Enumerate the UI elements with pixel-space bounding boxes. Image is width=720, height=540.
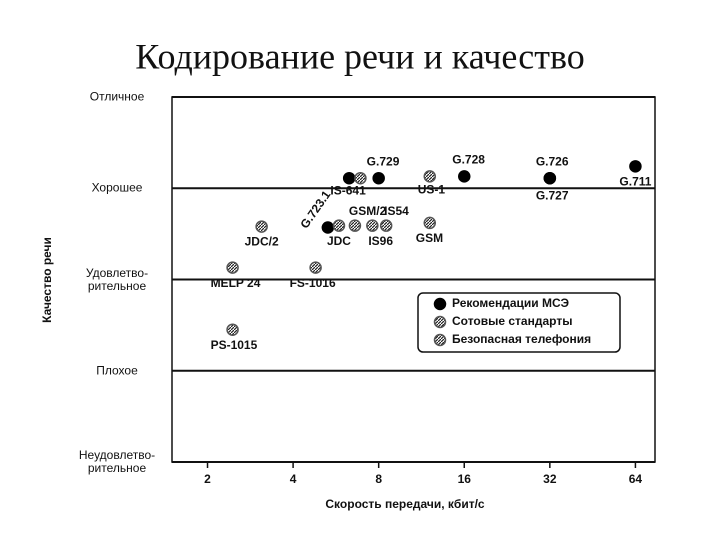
x-axis-label: Скорость передачи, кбит/с: [325, 497, 485, 511]
point-label: IS96: [368, 234, 393, 248]
y-tick-label: Неудовлетво- рительное: [78, 448, 156, 475]
x-tick-label: 64: [629, 472, 643, 486]
point-label: US-1: [418, 183, 446, 197]
point-label: G.728: [452, 153, 485, 167]
data-point: [379, 219, 393, 232]
x-tick-label: 2: [204, 472, 211, 486]
data-point: [423, 170, 437, 183]
x-tick-label: 8: [375, 472, 382, 486]
data-point: [543, 171, 557, 185]
x-tick-label: 16: [458, 472, 472, 486]
point-label: JDC: [327, 234, 351, 248]
legend-label: Рекомендации МСЭ: [452, 296, 569, 310]
point-label: G.711: [619, 175, 651, 189]
y-tick-label: Удовлетво- рительное: [85, 265, 149, 293]
data-point: [226, 323, 239, 336]
point-label: MELP 24: [211, 276, 261, 290]
legend-box: [417, 292, 621, 353]
point-label: GSM: [416, 231, 443, 245]
point-label: IS-641: [330, 183, 366, 197]
data-point: [348, 219, 362, 232]
legend-label: Сотовые стандарты: [452, 314, 572, 328]
x-tick-label: 32: [543, 472, 557, 486]
y-tick-label: Плохое: [96, 363, 138, 378]
data-point: [332, 219, 346, 232]
y-axis-label: Качество речи: [40, 237, 54, 323]
point-label: PS-1015: [211, 338, 258, 352]
point-label: FS-1016: [290, 276, 336, 290]
legend-label: Безопасная телефония: [452, 332, 591, 346]
data-point: [366, 219, 379, 232]
point-label: G.729: [367, 154, 400, 168]
point-label: IS54: [384, 204, 409, 218]
data-point: [354, 171, 367, 185]
legend-marker: [433, 315, 447, 329]
data-point: [372, 171, 385, 185]
data-point: [629, 160, 642, 173]
legend-marker: [433, 297, 447, 311]
data-point: [226, 261, 239, 274]
y-tick-label: Хорошее: [91, 180, 143, 195]
data-point: [321, 221, 335, 234]
data-point: [255, 220, 268, 233]
y-tick-label: Отличное: [89, 89, 145, 104]
data-point: [309, 261, 322, 274]
point-label: GSM/2: [349, 204, 387, 218]
chart-title: Кодирование речи и качество: [135, 36, 584, 76]
point-label: G.726: [536, 154, 569, 168]
point-label: G.727: [536, 188, 569, 202]
data-point: [423, 216, 437, 230]
data-point: [342, 171, 356, 185]
legend-marker: [433, 333, 447, 347]
point-label: JDC/2: [245, 235, 279, 249]
x-tick-label: 4: [290, 472, 297, 486]
data-point: [458, 170, 471, 183]
